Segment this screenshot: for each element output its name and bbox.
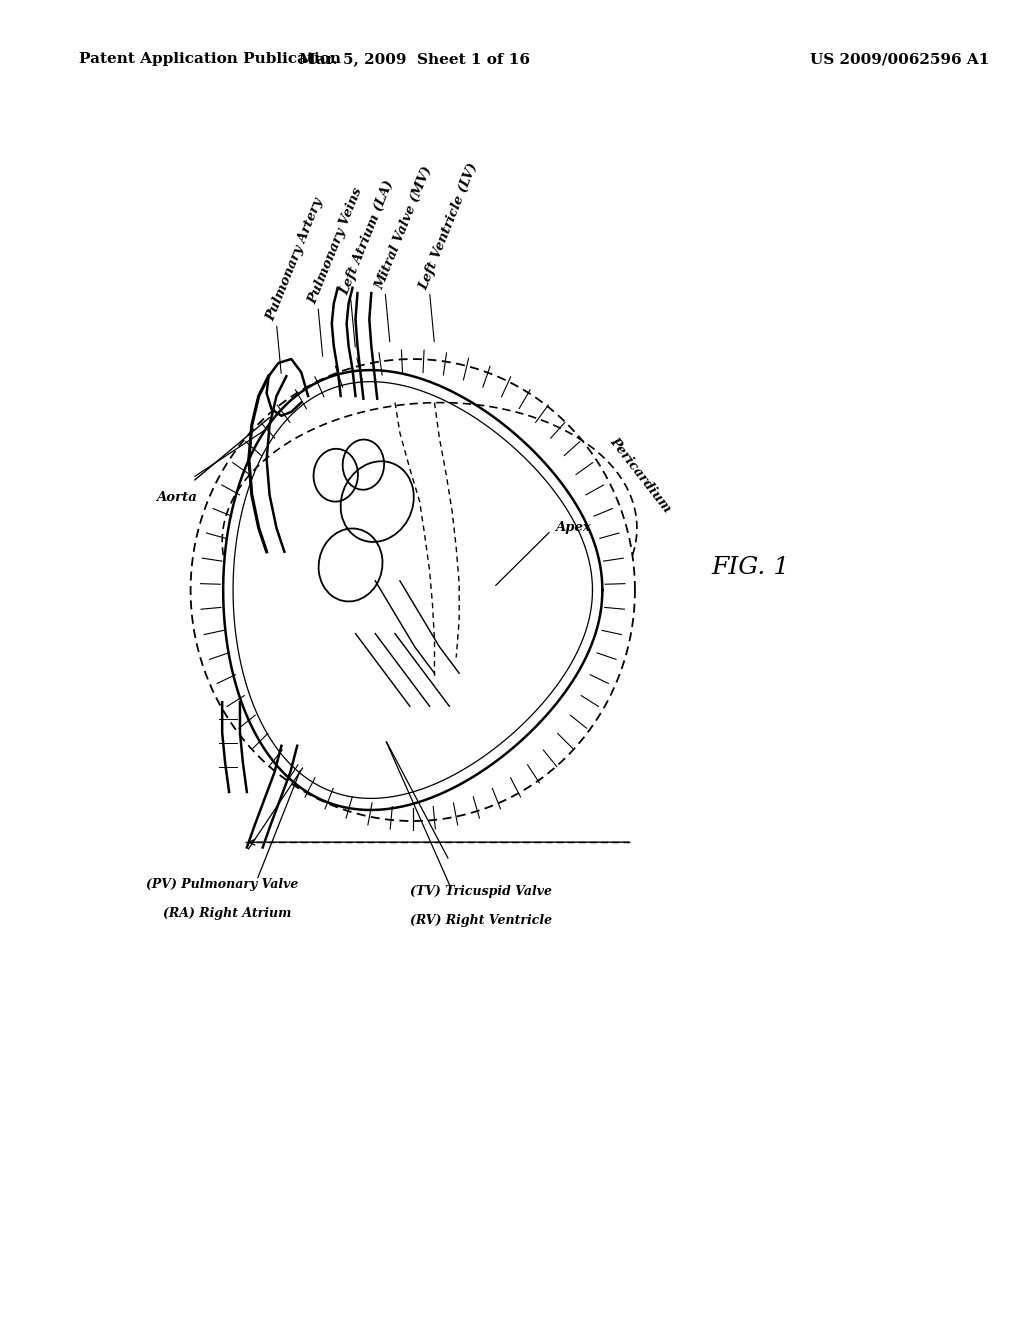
Text: Mitral Valve (MV): Mitral Valve (MV) xyxy=(373,165,434,292)
Text: Mar. 5, 2009  Sheet 1 of 16: Mar. 5, 2009 Sheet 1 of 16 xyxy=(299,53,530,66)
Text: Pericardium: Pericardium xyxy=(606,436,673,515)
Text: Apex: Apex xyxy=(555,521,591,535)
Text: US 2009/0062596 A1: US 2009/0062596 A1 xyxy=(810,53,989,66)
Text: Left Atrium (LA): Left Atrium (LA) xyxy=(339,178,396,297)
Text: Aorta: Aorta xyxy=(156,491,197,504)
Text: (PV) Pulmonary Valve: (PV) Pulmonary Valve xyxy=(146,878,299,891)
Text: FIG. 1: FIG. 1 xyxy=(712,556,790,579)
Text: (TV) Tricuspid Valve: (TV) Tricuspid Valve xyxy=(410,884,552,898)
Text: (RA) Right Atrium: (RA) Right Atrium xyxy=(163,907,291,920)
Text: Left Ventricle (LV): Left Ventricle (LV) xyxy=(418,161,480,292)
Text: Patent Application Publication: Patent Application Publication xyxy=(79,53,341,66)
Text: (RV) Right Ventricle: (RV) Right Ventricle xyxy=(410,913,552,927)
Text: Pulmonary Veins: Pulmonary Veins xyxy=(306,186,365,306)
Text: Pulmonary Artery: Pulmonary Artery xyxy=(264,197,326,323)
